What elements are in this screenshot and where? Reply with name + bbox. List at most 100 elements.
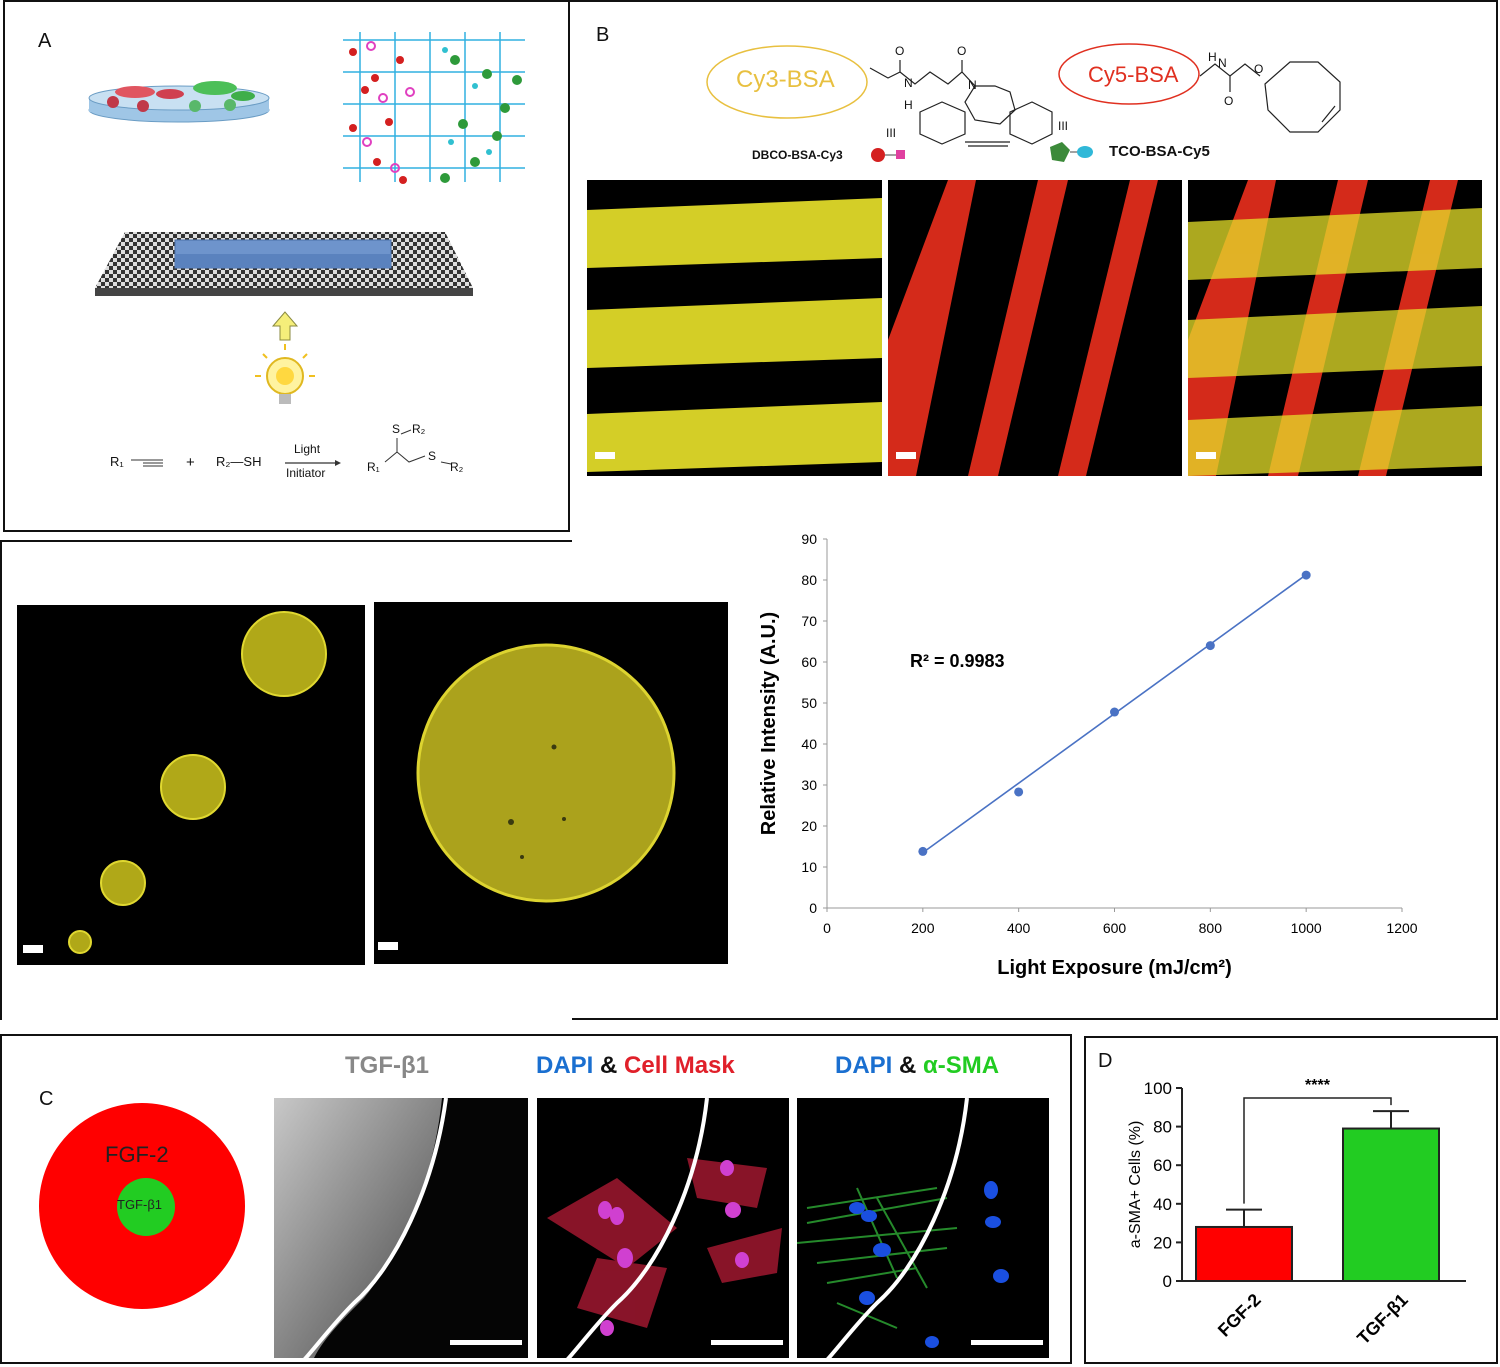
y-tick-label: 100 [1144, 1079, 1172, 1098]
atom-h-1: H [904, 98, 913, 112]
asma-bar-chart: 0 20 40 60 80 100 FGF-2 TGF-β1 **** a-SMA+ Cells … [1127, 1077, 1466, 1349]
y-tick-label: 40 [801, 736, 817, 752]
arrow-label-top: Light [294, 442, 321, 456]
cyan-linker-icon [1077, 146, 1093, 158]
cy3-ellipse [706, 45, 868, 119]
panel-a: A [3, 0, 570, 532]
merged-stripes-image [1188, 180, 1482, 476]
product-bonds-icon [384, 429, 452, 465]
cell-mask-stain-image [537, 1098, 789, 1358]
plus-sign: + [186, 454, 195, 471]
dapi-label: DAPI [536, 1052, 594, 1079]
amp-label: & [899, 1052, 917, 1079]
panel-a-label: A [38, 30, 52, 52]
y-tick-label: 10 [801, 859, 817, 875]
alkyne-bond-icon [131, 459, 163, 467]
y-axis-label: Relative Intensity (A.U.) [758, 612, 780, 835]
r-squared-annotation: R² = 0.9983 [910, 651, 1005, 671]
product-r1: R₁ [367, 460, 380, 474]
cy5-stripes-image [888, 180, 1182, 476]
col1-title: TGF-β1 [345, 1052, 429, 1079]
green-protein-icon [1050, 142, 1070, 162]
significance-bracket [1243, 1097, 1392, 1204]
petri-dish-icon [88, 81, 270, 123]
data-point [1301, 570, 1311, 580]
photomask-icon [95, 232, 473, 296]
y-axis-label: a-SMA+ Cells (%) [1127, 1121, 1144, 1249]
y-tick-label: 0 [809, 900, 817, 916]
y-tick-label: 70 [801, 613, 817, 629]
x-tick-label: 1200 [1386, 920, 1417, 936]
x-tick-label: 0 [823, 920, 831, 936]
cell-mask-label: Cell Mask [624, 1052, 735, 1079]
reactant2: R₂—SH [216, 454, 262, 469]
y-tick-label: 20 [1153, 1233, 1172, 1252]
data-point [918, 846, 928, 856]
up-arrow-icon [271, 311, 299, 341]
cy5-label: Cy5-BSA [1088, 62, 1179, 87]
green-protein-icon [440, 55, 522, 183]
x-axis-label: Light Exposure (mJ/cm²) [997, 957, 1231, 979]
reactant1: R₁ [110, 454, 124, 469]
y-tick-label: 80 [1153, 1118, 1172, 1137]
intensity-vs-exposure-chart: 0 10 20 30 40 50 60 70 80 90 0 200 400 600 800 1000 1200… [758, 531, 1418, 979]
y-tick-label: 60 [801, 654, 817, 670]
asma-label: α-SMA [923, 1052, 1000, 1079]
y-tick-label: 50 [801, 695, 817, 711]
product-r2-top: R₂ [412, 422, 426, 436]
cyan-linker-icon [442, 47, 492, 155]
hydrogel-network-icon [343, 32, 525, 182]
light-bulb-icon [255, 344, 315, 404]
panel-a-illustration [88, 32, 525, 467]
product-s-top: S [392, 422, 401, 436]
panel-b: B Cy3-BSA Cy5-BSA DBCO-BSA-Cy3 TCO-BS [570, 0, 1498, 1020]
dbco-structure-icon [869, 60, 1053, 147]
x-tick-label: TGF-β1 [1353, 1290, 1412, 1349]
bar [1195, 1225, 1293, 1283]
bar [1342, 1127, 1440, 1282]
panel-c: C FGF-2 TGF-β1 TGF-β1 DAPI & Cell Mask D… [0, 1034, 1072, 1364]
conjugation-mark-right: III [1058, 119, 1069, 133]
pink-linker-icon [896, 150, 905, 159]
y-tick-label: 30 [801, 777, 817, 793]
y-tick-label: 40 [1153, 1195, 1172, 1214]
tgf-b1-region [117, 1178, 175, 1236]
atom-o-2: O [957, 44, 967, 58]
panel-d-label: D [1098, 1050, 1113, 1072]
tco-label: TCO-BSA-Cy5 [1109, 143, 1210, 160]
conjugate-structures [706, 43, 1341, 162]
single-dot-image [374, 602, 728, 964]
red-ligand-icon [349, 48, 407, 184]
x-tick-label: 800 [1199, 920, 1223, 936]
col3-title: DAPI & α-SMA [835, 1052, 999, 1080]
cy3-stripes-image [587, 180, 882, 476]
y-tick-label: 90 [801, 531, 817, 547]
arrow-label-bottom: Initiator [286, 466, 326, 480]
pink-linker-icon [362, 41, 415, 173]
atom-n-2: N [968, 78, 977, 92]
atom-n-3: N [1218, 56, 1227, 70]
product-s-right: S [428, 449, 437, 463]
data-point [1110, 707, 1119, 717]
x-tick-label: 600 [1103, 920, 1127, 936]
y-tick-label: 0 [1163, 1272, 1172, 1291]
x-tick-label: 1000 [1291, 920, 1322, 936]
panel-c-label: C [39, 1088, 54, 1110]
fgf2-diagram-label: FGF-2 [105, 1142, 169, 1167]
dapi-label: DAPI [835, 1052, 893, 1079]
atom-o-4: O [1254, 62, 1264, 76]
cy3-label: Cy3-BSA [736, 66, 835, 93]
atom-n-1: N [904, 76, 913, 90]
product-r2-right: R₂ [450, 460, 464, 474]
significance-label: **** [1305, 1077, 1331, 1094]
panel-d: D 0 20 40 60 80 100 FGF-2 TGF-β1 **** a-SMA+ Cell… [1084, 1036, 1498, 1364]
data-point [1014, 787, 1024, 797]
asma-stain-image [797, 1098, 1049, 1358]
atom-o-3: O [1224, 94, 1234, 108]
conjugation-mark-left: III [886, 126, 897, 140]
panel-b-dots-frame [0, 540, 728, 1020]
red-ligand-icon [871, 148, 885, 162]
atom-h-2: H [1208, 50, 1217, 64]
col2-title: DAPI & Cell Mask [536, 1052, 735, 1080]
x-tick-label: 200 [911, 920, 935, 936]
